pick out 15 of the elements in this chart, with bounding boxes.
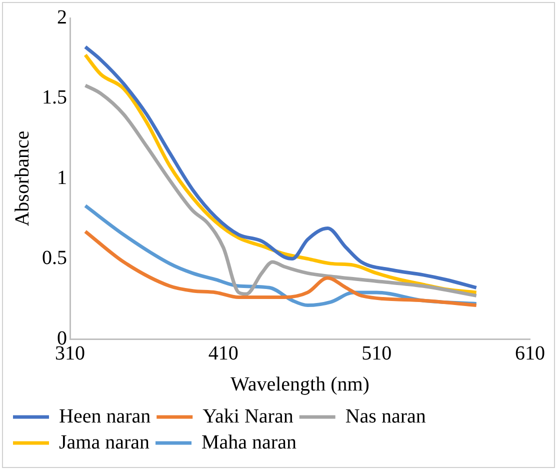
x-tick-label: 610	[515, 342, 545, 364]
x-tick-label: 410	[208, 342, 238, 364]
y-axis-title: Absorbance	[11, 130, 34, 226]
x-tick-label: 510	[362, 342, 392, 364]
y-tick-label: 0.5	[42, 247, 67, 269]
legend-label: Nas naran	[345, 405, 426, 428]
y-tick-label: 1	[57, 166, 67, 189]
y-tick-label: 1.5	[42, 86, 67, 108]
legend-label: Heen naran	[59, 405, 151, 428]
legend-label: Jama naran	[59, 431, 150, 454]
legend-label: Maha naran	[202, 431, 296, 454]
y-tick-label: 2	[57, 6, 67, 28]
line-series	[84, 230, 478, 308]
legend-label: Yaki Naran	[202, 405, 294, 428]
x-axis-title: Wavelength (nm)	[230, 373, 370, 396]
